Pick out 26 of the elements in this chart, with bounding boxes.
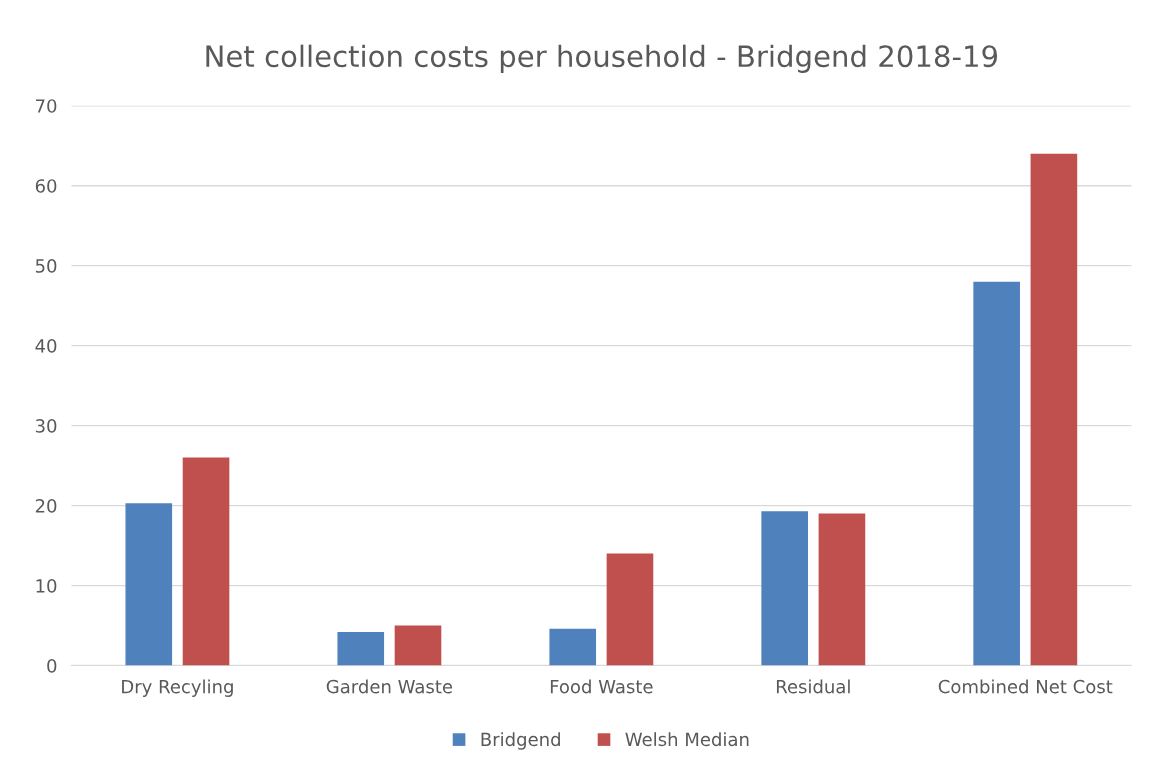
y-tick-label: 60 [35, 179, 57, 193]
y-tick-label: 50 [35, 259, 57, 273]
bar [182, 457, 230, 666]
bar [973, 281, 1020, 666]
y-tick-label: 40 [35, 339, 57, 353]
y-tick-label: 0 [47, 659, 57, 673]
bar [818, 513, 866, 666]
bar [125, 503, 173, 666]
legend-label: Bridgend [481, 732, 560, 750]
chart-title: Net collection costs per household - Bridgend 2018-19 [206, 44, 998, 73]
x-tick-label: Food Waste [550, 679, 653, 694]
x-tick-label: Garden Waste [326, 679, 453, 694]
bar [606, 553, 654, 666]
x-tick-label: Residual [776, 679, 850, 694]
x-tick-label: Combined Net Cost [938, 679, 1113, 694]
bar [549, 628, 597, 666]
bar [337, 631, 385, 666]
x-tick-label: Dry Recyling [122, 679, 233, 697]
legend-label: Welsh Median [625, 732, 749, 747]
bar [1030, 153, 1078, 666]
y-tick-label: 30 [35, 419, 57, 433]
y-tick-label: 10 [36, 579, 57, 593]
bar [394, 625, 442, 666]
bar [761, 511, 809, 666]
y-tick-label: 20 [35, 499, 57, 513]
y-tick-label: 70 [36, 99, 57, 113]
